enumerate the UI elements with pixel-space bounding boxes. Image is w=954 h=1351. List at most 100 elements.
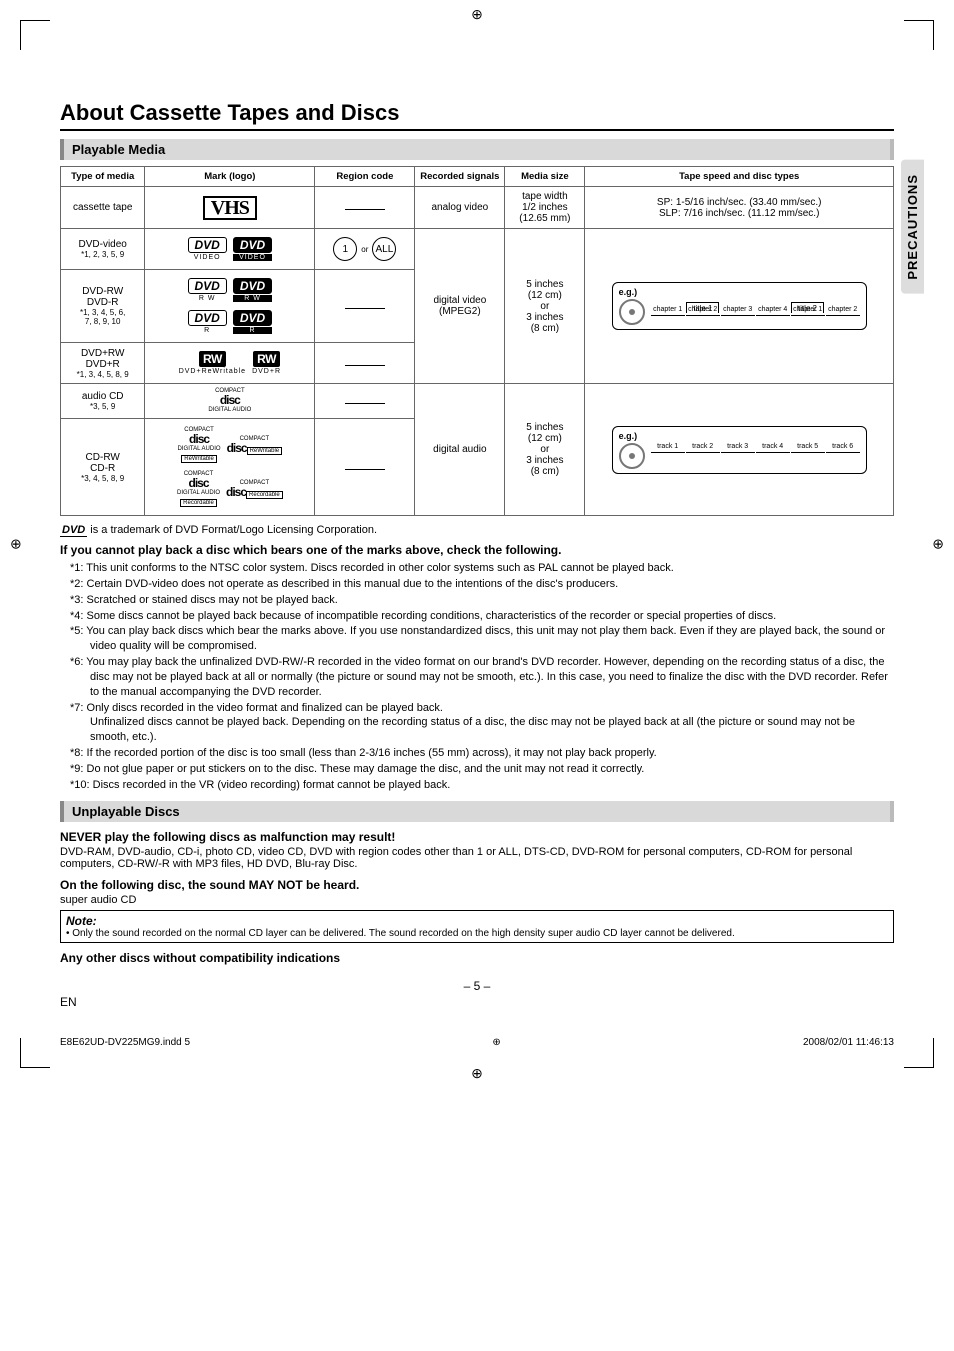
list-item: *5: You can play back discs which bear t… (70, 624, 894, 654)
crosshair-icon: ⊕ (10, 535, 22, 552)
page-number: – 5 – (60, 979, 894, 993)
dash-icon (345, 403, 385, 404)
page-title: About Cassette Tapes and Discs (60, 100, 894, 131)
dvd-video-logo: DVD VIDEO (233, 237, 272, 261)
chapter-diagram: e.g.) title 1 title 2 chapter 1 chapter … (612, 282, 867, 330)
th-size: Media size (505, 167, 585, 187)
cell-signals: analog video (415, 187, 505, 229)
dvd-plus-r-logo: RWDVD+R (252, 351, 281, 375)
th-signals: Recorded signals (415, 167, 505, 187)
type-label: CD-RW (65, 452, 140, 463)
tape-speed-sp: SP: 1-5/16 inch/sec. (33.40 mm/sec.) (589, 197, 889, 208)
type-label: DVD-R (65, 297, 140, 308)
cd-rw-logo: COMPACTdiscDIGITAL AUDIOReWritable (178, 427, 221, 463)
cell-mark: COMPACTdiscDIGITAL AUDIOReWritable COMPA… (145, 419, 315, 516)
table-row: cassette tape VHS analog video tape widt… (61, 187, 894, 229)
cell-type: CD-RW CD-R *3, 4, 5, 8, 9 (61, 419, 145, 516)
track-label: track 2 (692, 443, 713, 450)
type-note: *1, 3, 4, 5, 8, 9 (65, 370, 140, 379)
type-label: DVD-video (65, 239, 140, 250)
vhs-logo: VHS (203, 196, 257, 220)
dash-icon (345, 469, 385, 470)
dvd-r-logo: DVDR (233, 310, 272, 334)
chapter-label: chapter 2 (688, 306, 717, 313)
th-types: Tape speed and disc types (585, 167, 894, 187)
cell-region: 1 or ALL (315, 229, 415, 270)
crosshair-icon: ⊕ (932, 535, 944, 552)
th-type: Type of media (61, 167, 145, 187)
note-box: Note: • Only the sound recorded on the n… (60, 910, 894, 943)
never-body: DVD-RAM, DVD-audio, CD-i, photo CD, vide… (60, 846, 894, 870)
cell-region (315, 270, 415, 343)
cd-r-logo: COMPACTdiscRecordable (226, 480, 283, 499)
list-item: *9: Do not glue paper or put stickers on… (70, 762, 894, 777)
footer-timestamp: 2008/02/01 11:46:13 (803, 1037, 894, 1048)
never-heading: NEVER play the following discs as malfun… (60, 830, 894, 844)
type-note: *3, 5, 9 (65, 402, 140, 411)
cell-size: tape width 1/2 inches (12.65 mm) (505, 187, 585, 229)
cell-speed: SP: 1-5/16 inch/sec. (33.40 mm/sec.) SLP… (585, 187, 894, 229)
region-all-icon: ALL (372, 237, 396, 261)
list-item: *2: Certain DVD-video does not operate a… (70, 577, 894, 592)
cell-region (315, 343, 415, 384)
type-label: DVD-RW (65, 286, 140, 297)
precautions-tab: PRECAUTIONS (901, 160, 924, 294)
cell-region (315, 384, 415, 419)
cell-type: audio CD *3, 5, 9 (61, 384, 145, 419)
track-label: track 6 (832, 443, 853, 450)
compact-disc-logo: COMPACT disc DIGITAL AUDIO (208, 388, 251, 413)
cell-mark: RWDVD+ReWritable RWDVD+R (145, 343, 315, 384)
cell-type: cassette tape (61, 187, 145, 229)
type-label: DVD+R (65, 359, 140, 370)
track-label: track 4 (762, 443, 783, 450)
dash-icon (345, 209, 385, 210)
disc-icon (619, 443, 645, 469)
disc-icon (619, 299, 645, 325)
list-item: *4: Some discs cannot be played back bec… (70, 609, 894, 624)
list-item: *10: Discs recorded in the VR (video rec… (70, 778, 894, 793)
chapter-label: chapter 2 (828, 306, 857, 313)
list-item: *8: If the recorded portion of the disc … (70, 746, 894, 761)
dvd-r-logo: DVDR (188, 310, 227, 334)
note-title: Note: (66, 914, 888, 928)
th-mark: Mark (logo) (145, 167, 315, 187)
check-list: *1: This unit conforms to the NTSC color… (70, 561, 894, 793)
eg-label: e.g.) (619, 287, 860, 297)
list-item: *6: You may play back the unfinalized DV… (70, 655, 894, 700)
cell-mark: VHS (145, 187, 315, 229)
playable-media-heading: Playable Media (60, 139, 894, 160)
check-heading: If you cannot play back a disc which bea… (60, 543, 894, 557)
chapter-label: chapter 3 (723, 306, 752, 313)
crosshair-icon: ⊕ (492, 1037, 500, 1048)
cd-rw-logo: COMPACTdiscReWritable (227, 436, 283, 455)
crop-corner (904, 20, 934, 50)
cell-diagram: e.g.) track 1 track 2 track 3 track 4 tr… (585, 384, 894, 516)
track-label: track 1 (657, 443, 678, 450)
eg-label: e.g.) (619, 431, 860, 441)
chapter-label: chapter 1 (793, 306, 822, 313)
sound-heading: On the following disc, the sound MAY NOT… (60, 878, 894, 892)
list-item: *3: Scratched or stained discs may not b… (70, 593, 894, 608)
type-note: *3, 4, 5, 8, 9 (65, 474, 140, 483)
cell-region (315, 419, 415, 516)
trademark-line: DVD is a trademark of DVD Format/Logo Li… (60, 524, 894, 537)
table-row: audio CD *3, 5, 9 COMPACT disc DIGITAL A… (61, 384, 894, 419)
crosshair-icon: ⊕ (471, 1065, 483, 1082)
language-code: EN (60, 995, 894, 1009)
region-or: or (361, 245, 368, 254)
sound-body: super audio CD (60, 894, 894, 906)
dvd-small-logo: DVD (60, 524, 87, 537)
cell-type: DVD-RW DVD-R *1, 3, 4, 5, 6, 7, 8, 9, 10 (61, 270, 145, 343)
region-1-icon: 1 (333, 237, 357, 261)
crosshair-icon: ⊕ (471, 6, 483, 23)
type-note: *1, 2, 3, 5, 9 (65, 250, 140, 259)
type-note: *1, 3, 4, 5, 6, 7, 8, 9, 10 (65, 308, 140, 326)
track-label: track 5 (797, 443, 818, 450)
track-diagram: e.g.) track 1 track 2 track 3 track 4 tr… (612, 426, 867, 474)
cell-signals: digital video (MPEG2) (415, 229, 505, 384)
dvd-plus-rw-logo: RWDVD+ReWritable (179, 351, 246, 375)
cell-region (315, 187, 415, 229)
cell-size: 5 inches (12 cm) or 3 inches (8 cm) (505, 229, 585, 384)
cell-type: DVD-video *1, 2, 3, 5, 9 (61, 229, 145, 270)
dash-icon (345, 365, 385, 366)
